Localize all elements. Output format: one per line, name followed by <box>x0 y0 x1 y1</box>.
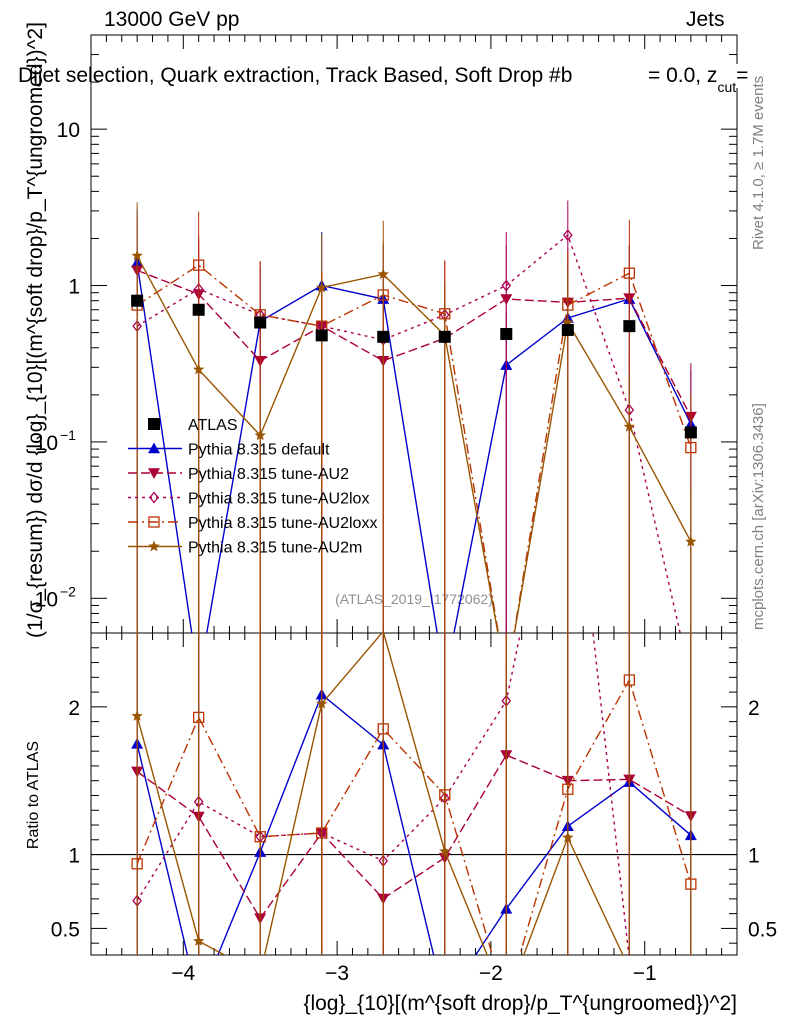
legend: ATLAS Pythia 8.315 default Pythia 8.315 tu… <box>128 417 377 557</box>
ratio-series-line <box>136 678 692 955</box>
legend-label: Pythia 8.315 tune-AU2 <box>188 466 349 483</box>
legend-label: ATLAS <box>188 417 238 434</box>
legend-marker <box>148 442 160 454</box>
series-point <box>623 420 635 432</box>
plot-title-tail-sub: cut <box>717 79 737 95</box>
y-tick-label: 1 <box>68 276 80 299</box>
x-tick-label: −3 <box>325 962 349 985</box>
plot-title-tail-text: = 0.0, z <box>648 64 718 87</box>
legend-marker <box>148 468 160 479</box>
y-tick-exponent: −2 <box>60 583 76 599</box>
atlas-data-point <box>315 329 328 342</box>
series-point <box>623 267 635 279</box>
ratio-y-tick-label-right: 2 <box>748 697 760 720</box>
series-point <box>685 441 697 454</box>
series-line <box>136 262 692 633</box>
series-line <box>136 255 692 633</box>
ratio-y-tick-label: 1 <box>68 845 80 868</box>
series-point <box>562 229 573 242</box>
ratio-y-tick-label: 0.5 <box>51 918 80 941</box>
atlas-data-point <box>192 303 205 316</box>
legend-label: Pythia 8.315 default <box>188 442 330 459</box>
rivet-version-label: Rivet 4.1.0, ≥ 1.7M events <box>750 75 767 250</box>
atlas-data-point <box>377 330 390 343</box>
legend-marker <box>148 540 160 552</box>
analysis-watermark: (ATLAS_2019_I1772062) <box>335 591 493 607</box>
series-line <box>136 233 681 633</box>
atlas-data-point <box>684 426 697 439</box>
series-line <box>136 264 692 633</box>
atlas-data-point <box>500 327 513 340</box>
series-line <box>136 269 692 418</box>
y-tick-exponent: −1 <box>60 427 76 443</box>
plot-title-tail-end: = <box>736 64 749 87</box>
ratio-series-line <box>136 633 630 955</box>
series-point <box>685 535 697 547</box>
legend-marker <box>148 418 160 430</box>
series-point <box>316 281 328 293</box>
plot-title: Dijet selection, Quark extraction, Track… <box>18 64 572 88</box>
ratio-axis-title: Ratio to ATLAS <box>25 741 42 849</box>
series-point <box>131 249 143 261</box>
atlas-data-point <box>254 316 267 329</box>
series-point <box>501 279 512 292</box>
ratio-point <box>131 710 143 721</box>
legend-label: Pythia 8.315 tune-AU2lox <box>188 491 369 508</box>
legend-marker <box>148 516 160 528</box>
y-tick-label: 10 <box>35 432 58 455</box>
x-tick-label: −4 <box>171 962 195 985</box>
y-tick-label: 10 <box>35 588 58 611</box>
ratio-point <box>439 845 451 857</box>
y-axis-title: (1/σ_{resum}) dσ/d {log}_{10}[(m^{soft d… <box>24 22 47 638</box>
plot-title-main: Dijet selection, Quark extraction, Track… <box>18 64 573 87</box>
ratio-series-line <box>136 633 624 955</box>
mcplots-label: mcplots.cern.ch [arXiv:1306.3436] <box>750 403 767 630</box>
energy-label: 13000 GeV pp <box>104 8 240 31</box>
series-point <box>193 259 205 271</box>
legend-label: Pythia 8.315 tune-AU2m <box>188 540 362 557</box>
ratio-y-tick-label-right: 1 <box>748 845 760 868</box>
plot-title-tail: = 0.0, zcut= <box>648 64 749 95</box>
atlas-data-point <box>131 294 144 307</box>
ratio-series-line <box>136 754 692 920</box>
atlas-data-point <box>623 320 636 333</box>
legend-marker <box>149 491 159 504</box>
ratio-series-line <box>136 693 692 955</box>
series-point <box>254 429 266 441</box>
x-tick-label: −1 <box>633 962 657 985</box>
series-point <box>562 316 574 328</box>
x-tick-label: −2 <box>479 962 503 985</box>
legend-label: Pythia 8.315 tune-AU2loxx <box>188 515 377 532</box>
ratio-point <box>193 935 205 946</box>
ratio-panel-frame <box>90 632 738 956</box>
x-axis-title: {log}_{10}[(m^{soft drop}/p_T^{ungroomed… <box>303 992 737 1015</box>
y-tick-label: 10 <box>57 119 80 142</box>
ratio-y-tick-label: 2 <box>68 697 80 720</box>
ratio-point <box>562 831 574 843</box>
series-point <box>377 268 389 280</box>
ratio-y-tick-label-right: 0.5 <box>748 918 777 941</box>
series-point <box>193 363 205 375</box>
top-panel-series <box>131 200 697 633</box>
ratio-panel-series <box>131 633 697 955</box>
category-label: Jets <box>686 8 725 31</box>
atlas-data-point <box>561 323 574 336</box>
ratio-point <box>316 697 328 709</box>
atlas-data-point <box>438 330 451 343</box>
